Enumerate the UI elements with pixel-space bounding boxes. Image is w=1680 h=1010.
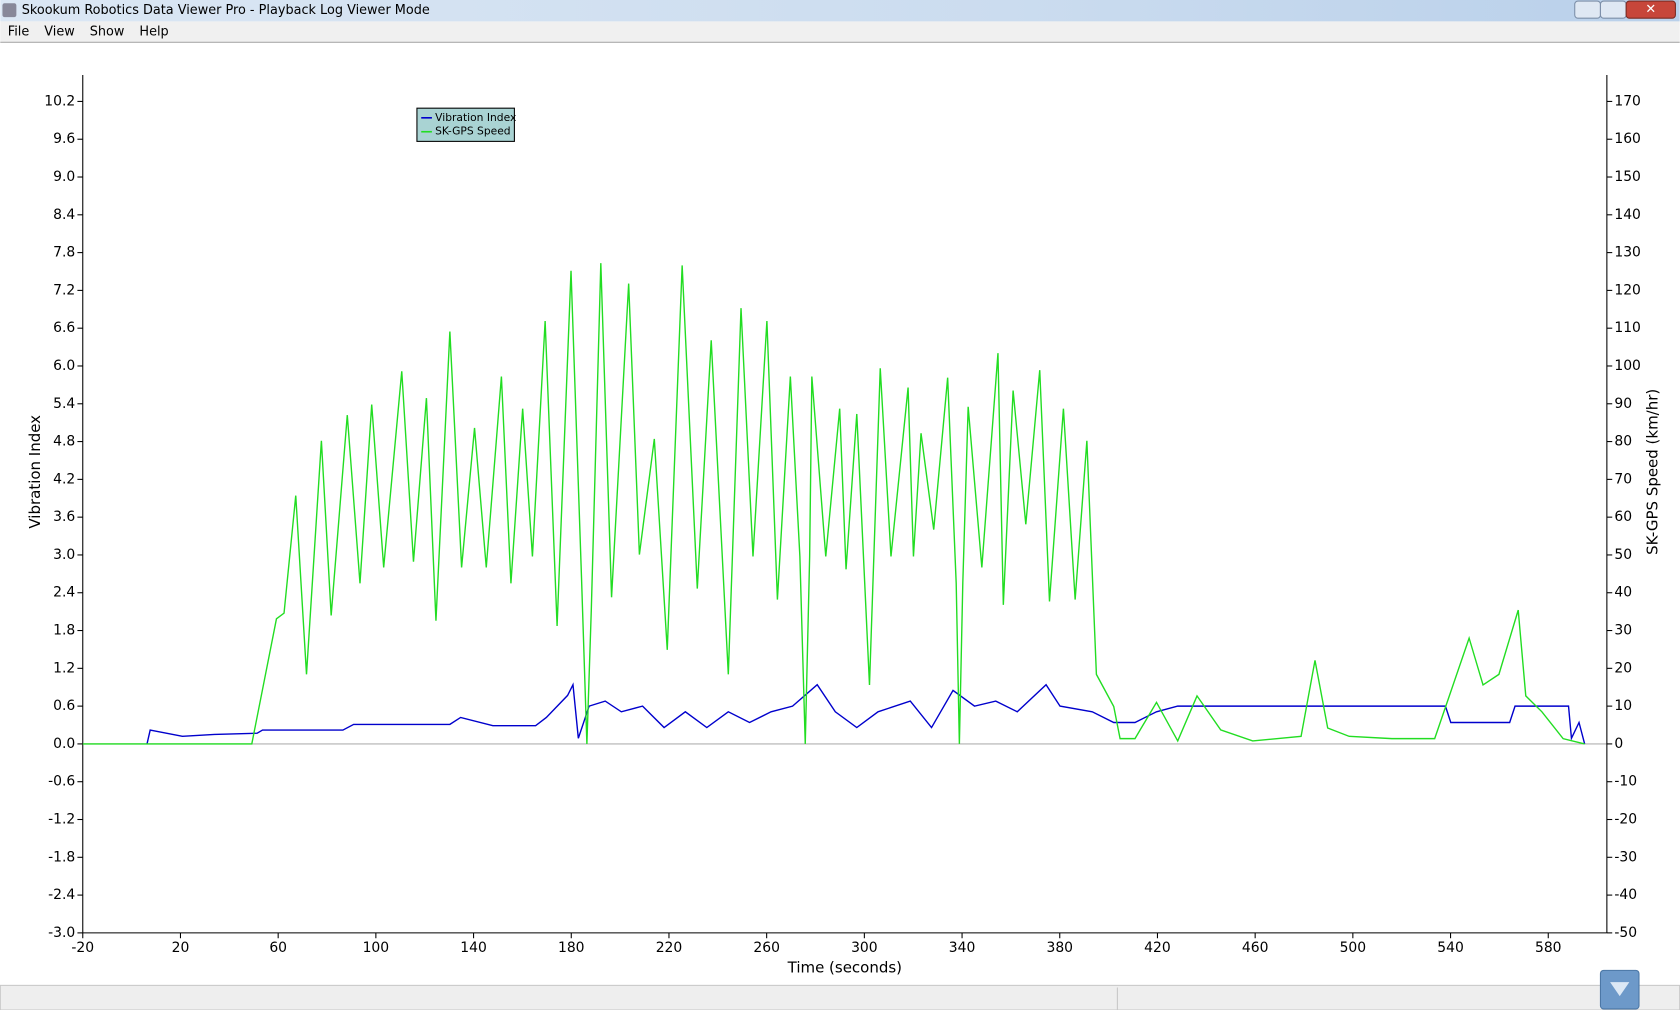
- y-tick-label: 7.2: [53, 282, 75, 298]
- y2-tick-label: 80: [1614, 434, 1632, 450]
- x-tick-label: 260: [753, 940, 780, 956]
- y2-tick-label: -40: [1614, 887, 1637, 903]
- minimize-button[interactable]: [1574, 0, 1601, 19]
- menu-item[interactable]: View: [44, 25, 74, 40]
- y2-tick-label: -30: [1614, 849, 1637, 865]
- x-tick-label: 460: [1242, 940, 1269, 956]
- y-tick-label: 4.8: [53, 434, 75, 450]
- menu-bar: [0, 21, 1680, 42]
- y2-tick-label: 0: [1614, 736, 1623, 752]
- y2-tick-label: 30: [1614, 623, 1632, 639]
- y2-tick-label: -20: [1614, 812, 1637, 828]
- y2-tick-label: 140: [1614, 207, 1641, 223]
- y-tick-label: -2.4: [48, 887, 75, 903]
- y-tick-label: 6.6: [53, 320, 75, 336]
- y-tick-label: -3.0: [48, 925, 75, 941]
- x-axis-label: Time (seconds): [787, 959, 902, 977]
- maximize-button[interactable]: [1599, 0, 1627, 19]
- close-button[interactable]: [1625, 0, 1676, 19]
- y2-tick-label: 20: [1614, 660, 1632, 676]
- x-tick-label: 540: [1437, 940, 1464, 956]
- data-line: [146, 682, 1586, 745]
- x-tick-label: 300: [851, 940, 878, 956]
- y-tick-label: 0.0: [53, 736, 75, 752]
- chart: -3.0 -2.4 -1.8 -1.2 -0.6 0.0 0.6 1.2 1.8 2.4 3.0 3.…: [26, 74, 1661, 977]
- x-tick-label: 20: [172, 940, 190, 956]
- y2-tick-label: -50: [1614, 925, 1637, 941]
- y2-tick-label: 60: [1614, 509, 1632, 525]
- y-tick-label: 0.6: [53, 698, 75, 714]
- y2-tick-label: -10: [1614, 774, 1637, 790]
- y-tick-label: 10.2: [44, 93, 75, 109]
- y2-tick-label: 150: [1614, 169, 1641, 185]
- y-tick-label: 6.0: [53, 358, 75, 374]
- y2-tick-label: 130: [1614, 245, 1641, 261]
- menu-item[interactable]: File: [8, 25, 30, 40]
- legend-label: SK-GPS Speed: [435, 125, 510, 138]
- y2-tick-label: 10: [1614, 698, 1632, 714]
- y2-tick-label: 70: [1614, 471, 1632, 487]
- y-tick-label: 9.0: [53, 169, 75, 185]
- y2-axis-label: SK-GPS Speed (km/hr): [1643, 389, 1661, 555]
- y-tick-label: 1.2: [53, 660, 75, 676]
- y2-tick-label: 160: [1614, 131, 1641, 147]
- y2-tick-label: 110: [1614, 320, 1641, 336]
- menu: File View Show Help: [8, 25, 169, 40]
- y-tick-label: 2.4: [53, 585, 75, 601]
- y-tick-label: -1.2: [48, 812, 75, 828]
- window-title: Skookum Robotics Data Viewer Pro - Playb…: [22, 3, 430, 18]
- close-icon: ✕: [1645, 2, 1656, 17]
- title-bar: [0, 0, 1680, 22]
- y2-tick-label: 50: [1614, 547, 1632, 563]
- y2-tick-label: 90: [1614, 396, 1632, 412]
- y-tick-label: 3.0: [53, 547, 75, 563]
- y-tick-label: 5.4: [53, 396, 75, 412]
- y-tick-label: 8.4: [53, 207, 75, 223]
- x-tick-label: 500: [1340, 940, 1367, 956]
- data-line: [82, 263, 1585, 745]
- y-tick-label: 3.6: [53, 509, 75, 525]
- status-bar: [0, 984, 1680, 1010]
- menu-item[interactable]: Show: [90, 25, 125, 40]
- x-tick-label: 420: [1144, 940, 1171, 956]
- y-tick-label: 4.2: [53, 471, 75, 487]
- y2-tick-label: 120: [1614, 282, 1641, 298]
- scroll-down-icon: [1610, 982, 1630, 997]
- y-tick-label: 7.8: [53, 245, 75, 261]
- y-tick-label: -1.8: [48, 849, 75, 865]
- x-tick-label: 60: [269, 940, 287, 956]
- x-tick-label: 100: [363, 940, 390, 956]
- x-tick-label: -20: [71, 940, 94, 956]
- y-tick-label: 9.6: [53, 131, 75, 147]
- legend-box: [416, 107, 515, 142]
- legend-label: Vibration Index: [435, 111, 516, 124]
- y2-tick-label: 170: [1614, 93, 1641, 109]
- y2-tick-label: 40: [1614, 585, 1632, 601]
- x-tick-label: 380: [1046, 940, 1073, 956]
- x-tick-label: 580: [1535, 940, 1562, 956]
- x-tick-label: 220: [656, 940, 683, 956]
- y-tick-label: -0.6: [48, 774, 75, 790]
- x-tick-label: 140: [460, 940, 487, 956]
- menu-item[interactable]: Help: [139, 25, 168, 40]
- x-tick-label: 180: [558, 940, 585, 956]
- app-icon: [2, 3, 17, 18]
- y-tick-label: 1.8: [53, 623, 75, 639]
- y-axis-label: Vibration Index: [26, 415, 44, 529]
- plot-panel: [0, 42, 1680, 986]
- x-tick-label: 340: [949, 940, 976, 956]
- y2-tick-label: 100: [1614, 358, 1641, 374]
